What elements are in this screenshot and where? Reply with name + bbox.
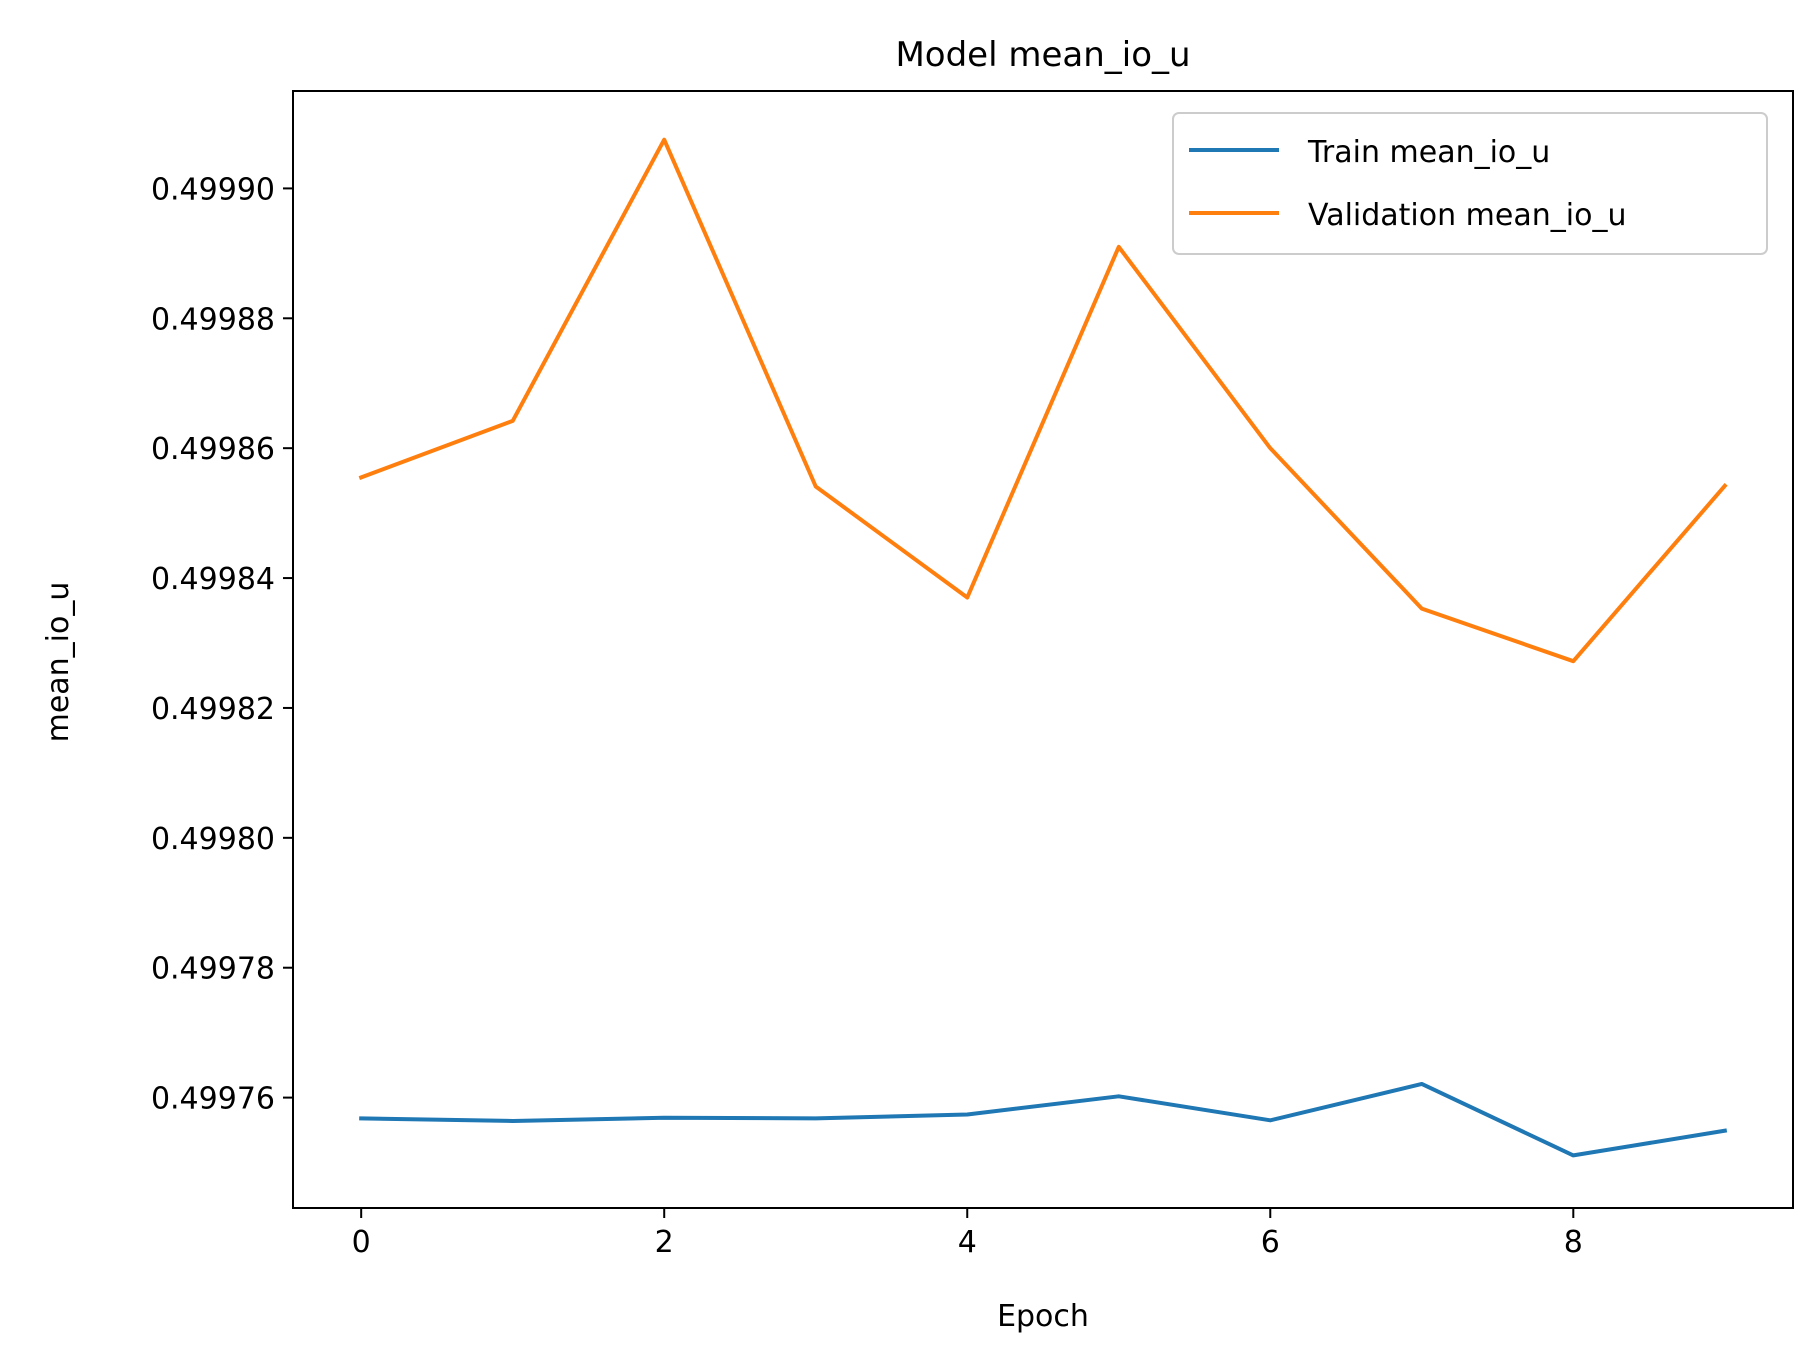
chart-title: Model mean_io_u — [895, 35, 1190, 75]
legend-box — [1172, 112, 1768, 255]
series-layer — [358, 137, 1728, 1158]
series-line-train — [359, 1081, 1728, 1158]
x-tick-label: 6 — [1261, 1225, 1280, 1260]
series-line-validation — [358, 137, 1728, 664]
y-tick-label: 0.49984 — [151, 562, 275, 597]
y-tick-label: 0.49988 — [151, 302, 275, 337]
plot-area-frame — [292, 90, 1794, 1209]
x-axis: 0 2 4 6 8 — [352, 1208, 1583, 1260]
y-tick-label: 0.49990 — [151, 172, 275, 207]
legend: Train mean_io_u Validation mean_io_u — [1172, 112, 1768, 255]
x-tick-label: 8 — [1564, 1225, 1583, 1260]
x-tick-label: 2 — [655, 1225, 674, 1260]
y-axis-label: mean_io_u — [41, 582, 76, 743]
x-tick-label: 0 — [352, 1225, 371, 1260]
x-axis-label: Epoch — [997, 1299, 1089, 1334]
y-axis: 0.49976 0.49978 0.49980 0.49982 0.49984 0.499… — [151, 172, 293, 1117]
y-tick-label: 0.49978 — [151, 952, 275, 987]
y-tick-label: 0.49982 — [151, 692, 275, 727]
legend-label-validation: Validation mean_io_u — [1308, 198, 1626, 233]
y-tick-label: 0.49986 — [151, 432, 275, 467]
y-tick-label: 0.49980 — [151, 822, 275, 857]
legend-label-train: Train mean_io_u — [1307, 135, 1550, 170]
x-tick-label: 4 — [958, 1225, 977, 1260]
y-tick-label: 0.49976 — [151, 1082, 275, 1117]
